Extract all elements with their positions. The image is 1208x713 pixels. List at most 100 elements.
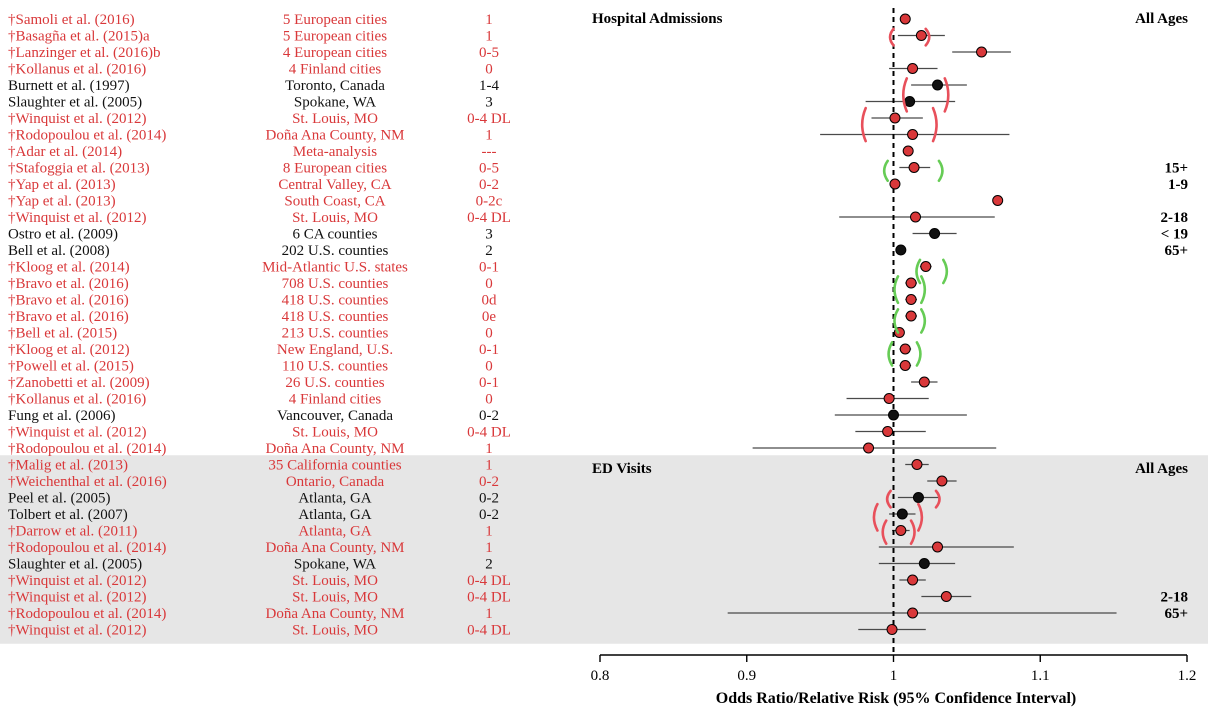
location-label: St. Louis, MO [292,111,378,127]
study-column: †Samoli et al. (2016)†Basagña et al. (20… [8,12,167,639]
lag-label: 0-2 [479,408,499,424]
bracket-left [893,275,900,305]
lag-label: 1 [485,29,493,45]
lag-label: 3 [485,95,493,111]
study-label: †Bell et al. (2015) [8,326,117,342]
age-group-label: 65+ [1164,243,1188,259]
effect-point [905,277,917,289]
x-tick-label: 0.9 [737,668,756,684]
effect-point [920,261,932,272]
location-label: 213 U.S. counties [282,326,389,342]
effect-point [940,591,952,602]
effect-point [918,376,930,388]
lag-label: --- [482,144,497,160]
effect-point [915,30,927,41]
lag-label: 0-2 [479,491,499,507]
lag-label: 0-4 DL [467,210,511,226]
ed-visits-band [0,455,1208,644]
effect-point [929,228,941,239]
bracket-left [881,519,888,545]
location-label: 110 U.S. counties [282,359,388,375]
lag-label: 0 [485,326,493,342]
bracket-right [943,77,950,113]
location-label: Ontario, Canada [286,474,385,490]
lag-label: 2 [485,557,493,573]
study-label: †Bravo et al. (2016) [8,293,129,309]
lag-label: 0 [485,359,493,375]
study-label: Peel et al. (2005) [8,491,110,507]
bracket-right [937,159,944,182]
study-label: †Basagña et al. (2015)a [8,29,150,45]
location-label: Central Valley, CA [278,177,391,193]
effect-point [895,525,907,536]
study-label: †Lanzinger et al. (2016)b [8,45,160,61]
x-tick-label: 0.8 [591,668,610,684]
location-label: 418 U.S. counties [282,309,389,325]
lag-label: 1 [485,540,493,556]
location-label: Doña Ana County, NM [265,540,404,556]
effect-point [918,558,930,569]
effect-point [907,63,919,74]
panel-title-hospital: Hospital Admissions [592,11,723,27]
study-label: †Bravo et al. (2016) [8,276,129,292]
location-label: Meta-analysis [293,144,377,160]
lag-label: 0d [482,293,498,309]
effect-point [899,13,911,25]
location-label: Atlanta, GA [298,524,371,540]
location-label: 4 Finland cities [289,62,382,78]
x-axis-title: Odds Ratio/Relative Risk (95% Confidence… [716,690,1076,707]
bracket-right [934,489,941,509]
effect-point [992,195,1004,206]
effect-point [902,145,914,157]
effect-point [904,96,916,107]
effect-point [883,393,895,404]
study-label: Burnett et al. (1997) [8,78,130,94]
location-label: 5 European cities [283,29,387,45]
location-label: St. Louis, MO [292,623,378,639]
lag-column: 110-501-430-4 DL1---0-50-20-2c0-4 DL320-… [467,12,511,639]
bracket-right [942,258,949,285]
effect-point [896,508,908,520]
lag-label: 0-2 [479,507,499,523]
location-label: 202 U.S. counties [282,243,389,259]
grouping-brackets [860,27,950,545]
location-label: St. Louis, MO [292,210,378,226]
lag-label: 0 [485,276,493,292]
study-label: †Winquist et al. (2012) [8,590,147,606]
age-group-label: < 19 [1161,227,1188,243]
effect-point [936,475,948,487]
location-label: St. Louis, MO [292,573,378,589]
study-label: Tolbert et al. (2007) [8,507,128,523]
location-label: Doña Ana County, NM [265,128,404,144]
study-label: †Rodopoulou et al. (2014) [8,540,166,556]
lag-label: 1 [485,606,493,622]
age-group-label: 15+ [1164,161,1188,177]
lag-label: 0-5 [479,45,499,61]
age-group-label: 2-18 [1161,590,1189,606]
lag-label: 0-4 DL [467,111,511,127]
location-label: 5 European cities [283,12,387,28]
bracket-left [888,27,895,47]
age-group-label: 65+ [1164,606,1188,622]
study-label: Slaughter et al. (2005) [8,557,142,573]
location-label: Atlanta, GA [298,507,371,523]
x-tick-label: 1 [890,668,898,684]
location-label: 6 CA counties [293,227,378,243]
bracket-left [893,308,900,334]
location-label: 4 Finland cities [289,392,382,408]
lag-label: 0-4 DL [467,573,511,589]
study-label: †Kloog et al. (2014) [8,260,130,276]
effect-point [907,129,919,140]
location-label: 35 California counties [268,458,401,474]
effect-point [910,211,922,223]
effect-point [889,178,901,190]
study-label: †Yap et al. (2013) [8,177,116,193]
bracket-left [860,106,867,143]
location-label: 708 U.S. counties [282,276,389,292]
lag-label: 0-4 DL [467,590,511,606]
study-label: †Rodopoulou et al. (2014) [8,441,166,457]
effect-point [899,360,911,371]
location-label: Mid-Atlantic U.S. states [262,260,408,276]
lag-label: 0-2 [479,177,499,193]
